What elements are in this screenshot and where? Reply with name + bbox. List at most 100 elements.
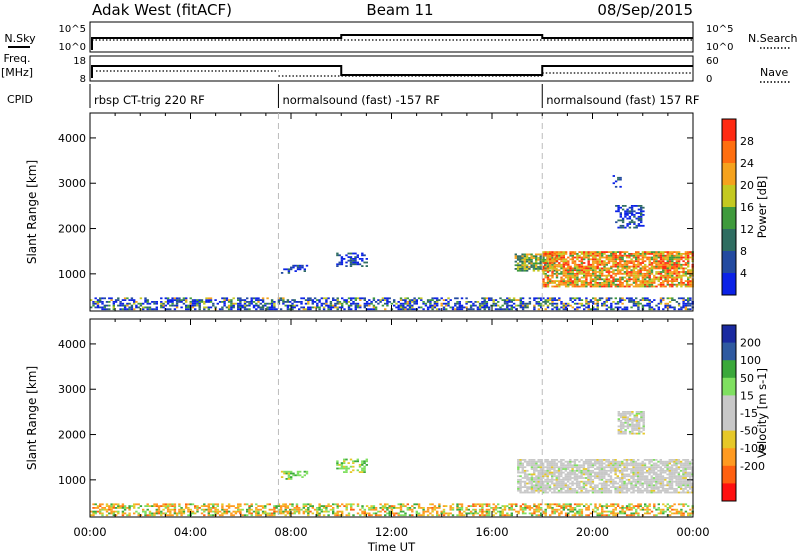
velocity-cell	[438, 505, 441, 507]
velocity-cell	[625, 508, 629, 511]
velocity-cell	[246, 514, 249, 517]
power-cell	[564, 258, 568, 261]
power-cell	[659, 256, 663, 259]
power-cell	[546, 304, 550, 307]
power-cell	[680, 297, 683, 300]
velocity-cell	[388, 514, 391, 517]
velocity-cell	[503, 507, 507, 509]
power-cell	[519, 299, 522, 301]
velocity-cell	[589, 503, 593, 506]
power-cell	[571, 297, 574, 300]
power-cell	[248, 304, 251, 307]
velocity-cell	[619, 429, 623, 431]
velocity-cell	[569, 508, 572, 511]
velocity-cell	[530, 484, 534, 487]
velocity-cell	[618, 460, 622, 463]
power-cell	[610, 253, 613, 255]
power-cell	[612, 175, 615, 177]
velocity-cell	[472, 512, 475, 515]
power-cell	[580, 283, 584, 286]
velocity-cell	[582, 464, 586, 467]
power-cell	[532, 264, 536, 267]
power-cell	[540, 299, 543, 301]
power-cell	[302, 297, 305, 300]
power-cell	[282, 297, 285, 300]
power-cell	[619, 285, 622, 288]
velocity-cell	[585, 508, 588, 511]
power-cell	[675, 269, 679, 272]
power-cell	[436, 304, 439, 307]
power-cell	[596, 254, 599, 257]
velocity-cell	[553, 473, 556, 476]
velocity-cell	[526, 491, 529, 494]
velocity-cell	[591, 489, 595, 492]
velocity-cell	[108, 505, 111, 507]
power-cell	[270, 301, 274, 303]
velocity-cell	[630, 480, 633, 483]
velocity-cell	[537, 475, 540, 478]
power-cell	[207, 306, 210, 309]
velocity-cell	[374, 514, 378, 517]
velocity-cell	[643, 468, 647, 470]
power-cell	[605, 274, 608, 277]
velocity-cell	[411, 510, 414, 513]
velocity-cell	[571, 510, 574, 513]
velocity-cell	[638, 420, 641, 422]
power-cell	[641, 297, 645, 300]
power-cell	[569, 269, 572, 272]
velocity-cell	[616, 477, 619, 479]
power-cell	[580, 272, 584, 275]
power-cell	[653, 278, 656, 281]
velocity-cell	[598, 503, 602, 506]
power-cell	[133, 301, 136, 303]
power-cell	[576, 306, 579, 309]
velocity-cell	[607, 488, 610, 490]
power-cell	[594, 282, 597, 284]
velocity-cell	[668, 480, 671, 483]
velocity-cell	[603, 484, 606, 487]
power-cell	[191, 301, 195, 303]
power-cell	[551, 271, 554, 273]
power-cell	[528, 302, 532, 305]
power-cell	[108, 304, 111, 307]
power-cell	[594, 267, 597, 270]
power-cell	[589, 272, 593, 275]
power-cell	[571, 274, 574, 277]
velocity-cell	[670, 478, 674, 481]
velocity-cell	[368, 507, 371, 509]
power-cell	[587, 253, 590, 255]
power-cell	[605, 297, 608, 300]
velocity-cell	[605, 505, 608, 507]
power-cell	[671, 272, 674, 275]
velocity-cell	[472, 503, 475, 506]
power-cell	[657, 256, 660, 259]
velocity-cell	[562, 484, 565, 487]
power-cell	[151, 308, 154, 311]
power-cell	[148, 306, 152, 309]
velocity-cell	[580, 464, 583, 467]
power-cell	[349, 252, 353, 255]
velocity-cell	[578, 460, 581, 463]
power-cell	[569, 272, 572, 275]
power-cell	[406, 297, 409, 300]
velocity-cell	[92, 512, 95, 515]
velocity-cell	[560, 468, 563, 470]
velocity-cell	[189, 508, 192, 511]
power-cell	[424, 302, 428, 305]
velocity-cell	[187, 507, 190, 509]
velocity-cell	[286, 505, 290, 507]
velocity-cell	[287, 476, 291, 478]
velocity-cell	[626, 412, 630, 415]
power-cell	[664, 265, 667, 268]
power-cell	[625, 251, 629, 253]
power-cell	[137, 302, 140, 305]
velocity-cell	[426, 507, 430, 509]
velocity-cell	[363, 460, 366, 463]
power-cell	[205, 297, 208, 300]
velocity-cell	[634, 478, 638, 481]
power-cell	[662, 267, 665, 270]
velocity-cell	[621, 473, 624, 476]
velocity-cell	[689, 482, 692, 485]
velocity-cell	[670, 466, 674, 469]
power-cell	[630, 208, 634, 211]
